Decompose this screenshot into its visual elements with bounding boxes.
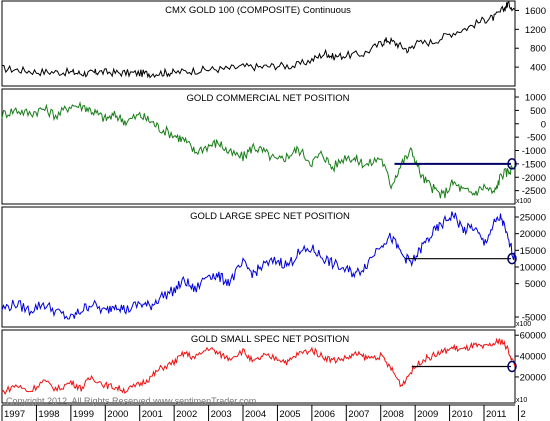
series-line xyxy=(1,337,516,396)
panel-3: GOLD SMALL SPEC NET POSITION 60000 40000 20… xyxy=(1,329,546,404)
x-axis: 1997 1998 1999 2000 2001 2002 2003 2004 2005 2006… xyxy=(1,404,526,421)
x-tick-label: 2001 xyxy=(142,409,163,420)
panel-0: CMX GOLD 100 (COMPOSITE) Continuous 1600 1… xyxy=(1,0,546,87)
x-tick-label: 2008 xyxy=(383,409,404,420)
y-tick-label: 1200 xyxy=(525,25,546,36)
y-tick-label: 1600 xyxy=(525,6,546,17)
current-value-marker xyxy=(507,360,517,373)
y-tick-label: -500 xyxy=(527,133,546,144)
y-tick-label: -5000 xyxy=(522,313,546,324)
x-tick-label: 2009 xyxy=(417,409,438,420)
x-tick-label: 2000 xyxy=(107,409,128,420)
y-tick-label: 40000 xyxy=(520,352,546,363)
y-tick-label: -2000 xyxy=(522,173,546,184)
x-tick-label: 2003 xyxy=(211,409,232,420)
x-tick-label: 1997 xyxy=(4,409,25,420)
current-value-marker xyxy=(507,252,517,265)
x-tick-label: 2004 xyxy=(245,409,266,420)
y-tick-label: -2500 xyxy=(522,186,546,197)
panel-1: GOLD COMMERCIAL NET POSITION 1000 500 0 -500… xyxy=(1,88,546,205)
panel-title: CMX GOLD 100 (COMPOSITE) Continuous xyxy=(165,5,351,16)
panel-title: GOLD COMMERCIAL NET POSITION xyxy=(186,93,349,104)
y-tick-label: 5000 xyxy=(525,279,546,290)
y-tick-label: -1500 xyxy=(522,159,546,170)
x-tick-label: 2 xyxy=(520,409,525,420)
multiplier-label: x10 xyxy=(516,397,527,404)
multiplier-label: x100 xyxy=(516,198,531,205)
x-tick-label: 2006 xyxy=(314,409,335,420)
copyright-text: Copyright 2012, All Rights Reserved www.… xyxy=(6,396,256,406)
x-tick-label: 2011 xyxy=(486,409,506,420)
panel-title: GOLD SMALL SPEC NET POSITION xyxy=(191,334,350,345)
x-tick-label: 2005 xyxy=(279,409,300,420)
y-tick-label: -1000 xyxy=(522,146,546,157)
y-tick-label: 20000 xyxy=(520,372,546,383)
panel-2: GOLD LARGE SPEC NET POSITION 25000 20000 15… xyxy=(1,206,546,328)
y-tick-label: 15000 xyxy=(520,246,546,257)
x-tick-label: 2010 xyxy=(452,409,473,420)
y-tick-label: 60000 xyxy=(520,331,546,342)
panel-title: GOLD LARGE SPEC NET POSITION xyxy=(190,211,350,222)
y-tick-label: 0 xyxy=(541,119,546,130)
series-line xyxy=(1,100,516,199)
y-tick-label: 400 xyxy=(530,63,546,74)
x-tick-label: 2007 xyxy=(348,409,369,420)
series-line xyxy=(1,1,516,79)
multiplier-label: x100 xyxy=(516,321,531,328)
x-tick-label: 2002 xyxy=(176,409,197,420)
series-line xyxy=(1,211,516,320)
y-tick-label: 25000 xyxy=(520,213,546,224)
y-tick-label: 10000 xyxy=(520,263,546,274)
y-tick-label: 800 xyxy=(530,44,546,55)
x-tick-label: 1998 xyxy=(38,409,59,420)
y-tick-label: 1000 xyxy=(525,93,546,104)
y-tick-label: 500 xyxy=(530,106,546,117)
x-tick-label: 1999 xyxy=(73,409,94,420)
chart-panels: CMX GOLD 100 (COMPOSITE) Continuous 1600 1… xyxy=(1,0,546,404)
y-tick-label: 20000 xyxy=(520,229,546,240)
current-value-marker xyxy=(507,158,517,170)
